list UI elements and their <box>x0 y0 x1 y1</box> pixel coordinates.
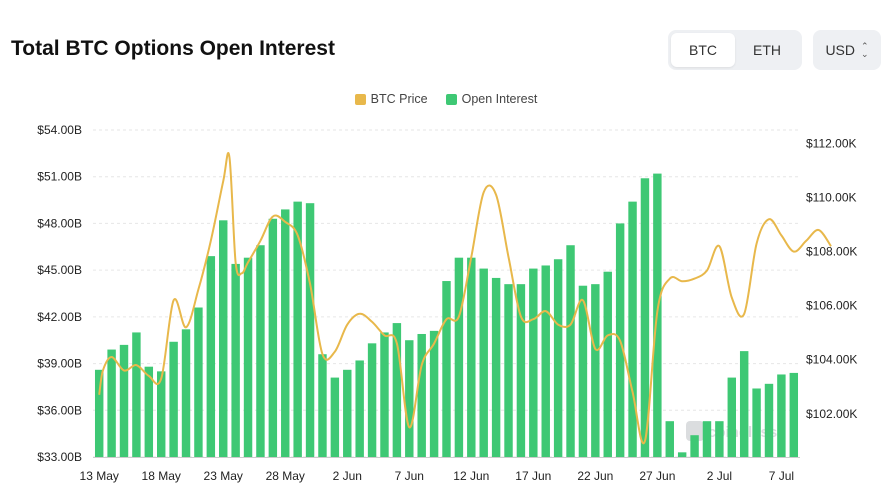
y-left-tick-label: $36.00B <box>37 403 82 417</box>
open-interest-bar <box>367 343 377 457</box>
y-right-tick-label: $104.00K <box>806 353 857 367</box>
open-interest-bar <box>603 271 612 457</box>
btc-price-line <box>98 152 832 445</box>
btc-tab[interactable]: BTC <box>671 33 735 67</box>
open-interest-bar <box>715 421 724 457</box>
y-left-tick-label: $33.00B <box>37 450 82 464</box>
x-tick-label: 12 Jun <box>453 469 489 483</box>
open-interest-bar <box>107 349 116 457</box>
open-interest-bar <box>566 245 575 457</box>
open-interest-bar <box>777 374 786 457</box>
open-interest-bar <box>591 284 600 457</box>
y-right-tick-label: $110.00K <box>806 191 857 205</box>
legend-label-btc-price: BTC Price <box>370 92 428 106</box>
open-interest-bar <box>219 220 228 457</box>
x-tick-label: 22 Jun <box>577 469 613 483</box>
open-interest-bar <box>764 383 774 457</box>
open-interest-bar <box>727 377 736 457</box>
open-interest-bar <box>702 421 712 457</box>
open-interest-bar <box>578 285 588 457</box>
open-interest-bar <box>739 351 749 457</box>
open-interest-bar <box>281 209 290 457</box>
open-interest-bar <box>194 307 203 457</box>
open-interest-bar <box>491 277 501 457</box>
y-right-tick-label: $112.00K <box>806 137 857 151</box>
x-tick-label: 17 Jun <box>515 469 551 483</box>
open-interest-bar <box>690 435 699 457</box>
open-interest-bar <box>442 281 451 457</box>
y-left-tick-label: $51.00B <box>37 170 82 184</box>
open-interest-bar <box>628 201 637 457</box>
open-interest-bar <box>454 257 464 457</box>
y-left-tick-label: $48.00B <box>37 216 82 230</box>
legend-item-btc-price[interactable]: BTC Price <box>354 92 428 106</box>
open-interest-bar <box>504 284 513 457</box>
open-interest-bar <box>231 263 240 457</box>
open-interest-bar <box>256 245 265 457</box>
x-tick-label: 28 May <box>266 469 305 483</box>
x-tick-label: 23 May <box>204 469 243 483</box>
open-interest-bar <box>181 329 191 457</box>
page-title: Total BTC Options Open Interest <box>11 37 335 60</box>
open-interest-bar <box>640 178 650 457</box>
open-interest-bar <box>380 332 389 457</box>
open-interest-bar <box>157 371 166 457</box>
chart-legend: BTC Price Open Interest <box>0 92 892 106</box>
open-interest-bar <box>529 268 538 457</box>
open-interest-bar <box>293 201 302 457</box>
y-left-tick-label: $54.00B <box>37 123 82 137</box>
y-left-tick-label: $39.00B <box>37 357 82 371</box>
y-left-tick-label: $42.00B <box>37 310 82 324</box>
y-left-tick-label: $45.00B <box>37 263 82 277</box>
open-interest-bar <box>752 388 761 457</box>
legend-swatch-btc-price <box>354 93 366 105</box>
x-tick-label: 2 Jun <box>333 469 362 483</box>
open-interest-bar <box>665 421 674 457</box>
open-interest-bar <box>144 366 154 457</box>
open-interest-bar <box>677 452 687 457</box>
open-interest-bar <box>516 284 526 457</box>
x-tick-label: 7 Jul <box>769 469 794 483</box>
open-interest-bar <box>132 332 141 457</box>
open-interest-bar <box>268 218 278 457</box>
x-tick-label: 18 May <box>142 469 181 483</box>
legend-item-open-interest[interactable]: Open Interest <box>445 92 538 106</box>
y-right-tick-label: $108.00K <box>806 245 857 259</box>
y-right-tick-label: $102.00K <box>806 407 857 421</box>
open-interest-bar <box>417 333 426 457</box>
x-tick-label: 13 May <box>80 469 119 483</box>
asset-toggle: BTC ETH <box>668 30 802 70</box>
open-interest-bar <box>553 259 563 457</box>
x-tick-label: 7 Jun <box>395 469 424 483</box>
x-tick-label: 2 Jul <box>707 469 732 483</box>
open-interest-bar <box>119 344 129 457</box>
open-interest-bar <box>94 369 104 457</box>
currency-label: USD <box>825 42 855 58</box>
y-right-tick-label: $106.00K <box>806 299 857 313</box>
open-interest-bar <box>243 257 253 457</box>
open-interest-bar <box>479 268 488 457</box>
open-interest-bar <box>343 369 352 457</box>
eth-tab[interactable]: ETH <box>753 42 781 58</box>
open-interest-bar <box>206 256 216 457</box>
open-interest-bar <box>305 203 315 457</box>
open-interest-bar <box>330 377 340 457</box>
chevron-updown-icon: ⌃ ⌄ <box>861 41 869 59</box>
open-interest-bar <box>392 323 402 457</box>
legend-label-open-interest: Open Interest <box>461 92 538 106</box>
open-interest-bar <box>318 354 327 457</box>
open-interest-bar <box>467 257 476 457</box>
currency-select[interactable]: USD ⌃ ⌄ <box>813 30 881 70</box>
open-interest-bar <box>169 341 178 457</box>
open-interest-bar <box>355 360 364 457</box>
open-interest-bar <box>789 372 799 457</box>
open-interest-bar <box>429 330 439 457</box>
open-interest-bar <box>541 265 550 457</box>
x-tick-label: 27 Jun <box>639 469 675 483</box>
open-interest-bar <box>405 340 414 457</box>
legend-swatch-open-interest <box>445 93 457 105</box>
